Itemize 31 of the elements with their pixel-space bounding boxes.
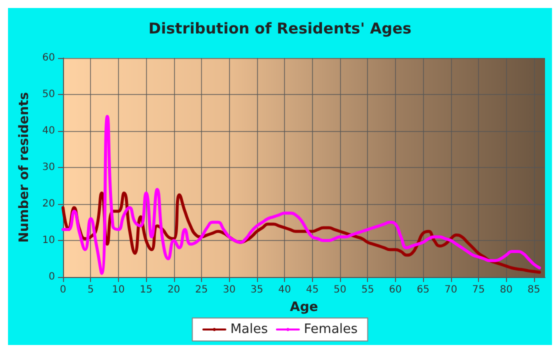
x-tick-label: 25 [195,284,208,296]
x-tick-label: 50 [334,284,346,296]
legend-label: Males [230,322,268,337]
x-tick-label: 35 [250,284,264,296]
y-tick-label: 30 [42,162,55,173]
line-series [62,114,541,275]
x-tick-label: 60 [389,284,402,296]
x-tick-label: 30 [222,284,236,296]
x-tick-label: 70 [444,284,458,296]
x-tick-label: 45 [306,284,319,296]
x-tick-label: 20 [167,284,180,296]
x-tick-label: 15 [140,284,152,296]
x-tick-label: 0 [60,284,66,296]
x-tick-label: 85 [528,284,540,296]
chart-title: Distribution of Residents' Ages [148,20,412,38]
legend-label: Females [304,322,358,337]
x-tick-label: 75 [472,284,485,296]
x-tick-label: 10 [112,284,125,296]
y-tick-label: 0 [48,272,55,282]
y-tick-label: 50 [42,89,55,100]
x-axis-title: Age [290,300,318,315]
y-tick-label: 60 [42,52,55,64]
x-tick-label: 65 [416,284,430,296]
y-tick-label: 10 [42,235,55,246]
x-tick-label: 80 [500,284,513,296]
y-axis-title: Number of residents [17,92,32,243]
x-tick-label: 5 [88,284,94,296]
y-tick-label: 40 [42,126,55,136]
y-tick-label: 20 [42,198,55,210]
x-tick-label: 40 [278,284,291,296]
x-tick-label: 55 [361,284,374,296]
